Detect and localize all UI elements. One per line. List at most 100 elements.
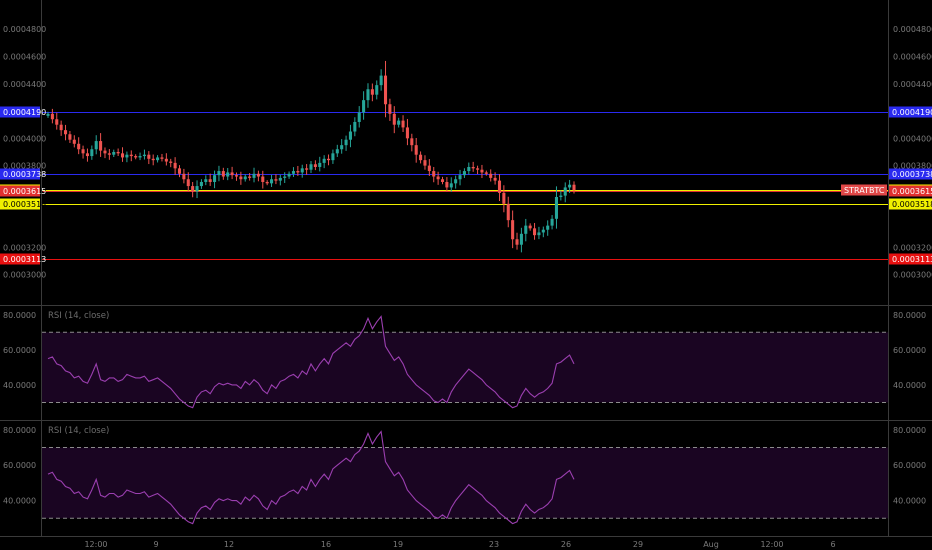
candle-body [221, 171, 225, 177]
rsi-series-layer: RSI (14, close) RSI (14, close) [42, 311, 888, 525]
candle-body [177, 168, 182, 174]
candle-body [169, 161, 173, 163]
candle-body [213, 175, 217, 182]
candle-body [458, 175, 462, 180]
candle-body [489, 173, 493, 178]
candle-body [134, 156, 138, 158]
rsi-y-tick-left: 40.0000 [3, 497, 36, 506]
price-label-left-bg [0, 106, 40, 118]
candle-body [533, 228, 537, 236]
candle-body [432, 171, 436, 177]
candle-body [305, 168, 309, 170]
candle-body [414, 145, 418, 155]
candle-body [199, 181, 203, 187]
candle-body [511, 220, 515, 240]
axes-layer: 0.0004800 0.0004800 0.0004600 0.0004600 0.00… [3, 25, 932, 549]
price-label-right-bg [889, 198, 932, 210]
candle-body [129, 154, 133, 157]
candle-body [506, 203, 510, 221]
price-label-left: 0.0004190 [0, 106, 46, 118]
x-tick-label: 16 [321, 540, 331, 549]
candle-body [204, 179, 208, 182]
rsi-y-tick-right: 40.0000 [893, 497, 926, 506]
rsi-y-tick-left: 40.0000 [3, 381, 36, 390]
candle-body [502, 192, 506, 204]
candle-body [94, 141, 98, 150]
candle-body [546, 225, 550, 230]
candle-body [410, 138, 414, 146]
candle-body [519, 233, 523, 245]
candle-body [572, 184, 576, 191]
candle-body [261, 176, 265, 182]
candle-body [217, 171, 221, 176]
candle-body [300, 168, 304, 173]
candle-body [554, 196, 559, 219]
candle-body [90, 149, 94, 157]
price-pane[interactable] [42, 0, 888, 305]
price-label-right: 0.0003518 [889, 198, 932, 210]
rsi-y-tick-right: 40.0000 [893, 381, 926, 390]
candle-body [419, 154, 423, 161]
candle-body [85, 153, 89, 157]
y-tick-label-left: 0.0004600 [3, 53, 46, 62]
candle-body [362, 100, 366, 113]
x-tick-label: Aug [703, 540, 719, 549]
rsi-y-tick-right: 80.0000 [893, 426, 926, 435]
candle-body [427, 165, 431, 172]
candle-body [72, 139, 76, 144]
candle-body [423, 160, 427, 166]
price-label-right-bg [889, 106, 932, 118]
price-label-right: 0.0003738 [889, 168, 932, 180]
candle-body [63, 130, 68, 135]
candle-body [392, 113, 396, 125]
candle-body [234, 175, 239, 177]
candle-body [77, 143, 81, 150]
candle-body [243, 176, 247, 180]
candle-body [440, 179, 445, 182]
candle-body [142, 154, 146, 157]
price-label-right: 0.0003615 [889, 185, 932, 197]
candle-body [239, 176, 243, 180]
rsi-y-tick-right: 80.0000 [893, 311, 926, 320]
candle-body [528, 225, 532, 229]
rsi-y-tick-right: 60.0000 [893, 461, 926, 470]
candle-body [326, 158, 331, 161]
price-label-right-text: 0.0003518 [892, 200, 932, 209]
rsi-y-tick-right: 60.0000 [893, 346, 926, 355]
price-label-left: 0.0003738 [0, 168, 46, 180]
candle-body [278, 177, 282, 181]
candle-body [195, 186, 199, 192]
grid-layer [0, 0, 932, 537]
candle-body [103, 150, 107, 154]
rsi-y-tick-left: 80.0000 [3, 426, 36, 435]
candle-body [248, 176, 252, 178]
candle-body [59, 124, 63, 131]
candle-body [370, 89, 374, 95]
rsi-title: RSI (14, close) [48, 426, 109, 436]
candle-body [449, 183, 453, 188]
price-label-left: 0.0003113 [0, 253, 46, 265]
candle-body [550, 218, 554, 226]
x-tick-label: 6 [830, 540, 835, 549]
candle-body [151, 158, 155, 161]
candle-body [537, 232, 541, 236]
candle-body [147, 154, 151, 159]
candle-body [256, 173, 260, 177]
price-label-left-bg [0, 185, 40, 197]
price-label-right-text: 0.0003738 [892, 170, 932, 179]
x-tick-label: 26 [561, 540, 571, 549]
y-tick-label-right: 0.0003000 [893, 271, 932, 280]
symbol-tag: STRATBTC [844, 186, 885, 195]
price-label-left-text: 0.0004190 [3, 108, 46, 117]
candle-body [226, 172, 230, 177]
candle-body [484, 172, 488, 174]
candle-body [274, 179, 278, 181]
candle-body [436, 176, 440, 180]
candle-body [471, 166, 475, 169]
rsi-y-tick-left: 60.0000 [3, 461, 36, 470]
price-label-left-bg [0, 253, 40, 265]
symbol-tag-bg [841, 184, 887, 196]
rsi-y-tick-left: 60.0000 [3, 346, 36, 355]
